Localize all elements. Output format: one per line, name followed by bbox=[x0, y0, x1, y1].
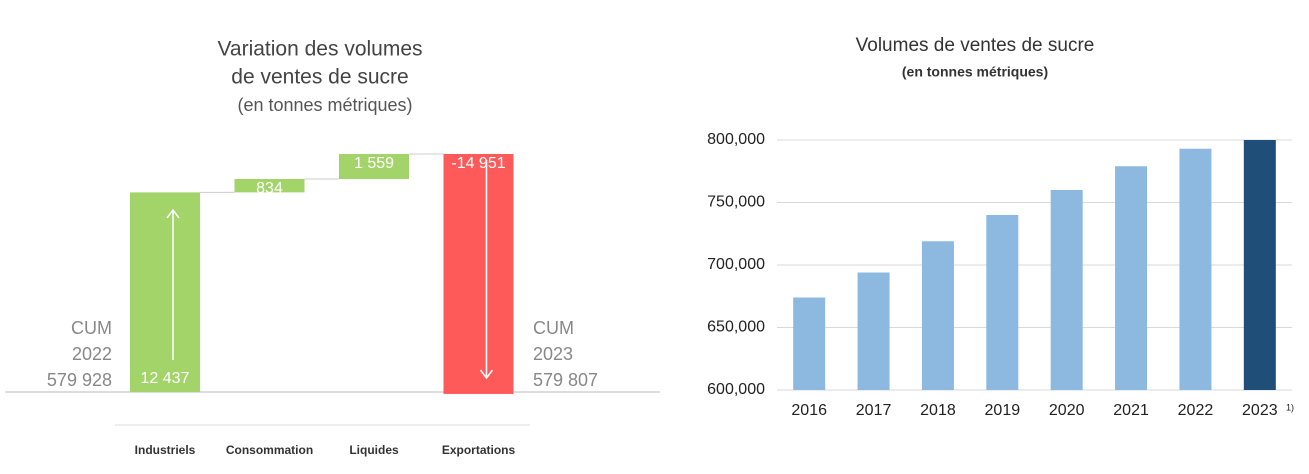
bar bbox=[793, 297, 826, 390]
bar bbox=[1243, 140, 1276, 390]
x-tick-label: 2021 bbox=[1113, 402, 1149, 419]
footnote-marker: 1) bbox=[1286, 402, 1294, 412]
end-label: CUM bbox=[533, 318, 574, 338]
arrow-head bbox=[166, 208, 180, 219]
bar bbox=[921, 241, 954, 390]
x-tick-label: 2020 bbox=[1049, 402, 1085, 419]
end-label: 2023 bbox=[533, 344, 573, 364]
x-tick-label: Industriels bbox=[135, 443, 196, 457]
y-tick-label: 650,000 bbox=[707, 319, 765, 336]
value-label: 12 437 bbox=[141, 370, 190, 387]
y-tick-label: 800,000 bbox=[707, 131, 765, 148]
x-tick-label: 2023 bbox=[1242, 402, 1278, 419]
chart-subtitle: (en tonnes métriques) bbox=[902, 64, 1048, 80]
chart-title: de ventes de sucre bbox=[231, 66, 408, 89]
x-tick-label: 2017 bbox=[856, 402, 892, 419]
bar bbox=[1115, 166, 1148, 390]
bar bbox=[1179, 148, 1212, 390]
bar bbox=[339, 153, 409, 180]
bar bbox=[443, 153, 514, 394]
bar bbox=[130, 192, 200, 392]
value-label: -14 951 bbox=[451, 155, 505, 172]
start-label: 2022 bbox=[72, 344, 112, 364]
chart-title: Variation des volumes bbox=[217, 38, 422, 61]
end-label: 579 807 bbox=[533, 370, 598, 390]
y-tick-label: 750,000 bbox=[707, 194, 765, 211]
value-label: 1 559 bbox=[354, 155, 394, 172]
x-tick-label: 2016 bbox=[791, 402, 827, 419]
bar bbox=[986, 215, 1019, 390]
value-label: 834 bbox=[256, 180, 283, 197]
start-label: CUM bbox=[71, 318, 112, 338]
x-tick-label: 2022 bbox=[1178, 402, 1214, 419]
chart-title: Volumes de ventes de sucre bbox=[856, 35, 1095, 56]
bar bbox=[234, 179, 305, 193]
y-tick-label: 600,000 bbox=[707, 381, 765, 398]
x-tick-label: Exportations bbox=[442, 443, 516, 457]
start-label: 579 928 bbox=[47, 370, 112, 390]
x-tick-label: Liquides bbox=[349, 443, 399, 457]
y-tick-label: 700,000 bbox=[707, 256, 765, 273]
chart-subtitle: (en tonnes métriques) bbox=[237, 95, 412, 115]
x-tick-label: 2018 bbox=[920, 402, 956, 419]
arrow-head bbox=[479, 369, 494, 380]
bar bbox=[857, 272, 890, 390]
bar bbox=[1050, 190, 1083, 390]
x-tick-label: Consommation bbox=[226, 443, 313, 457]
x-tick-label: 2019 bbox=[985, 402, 1021, 419]
